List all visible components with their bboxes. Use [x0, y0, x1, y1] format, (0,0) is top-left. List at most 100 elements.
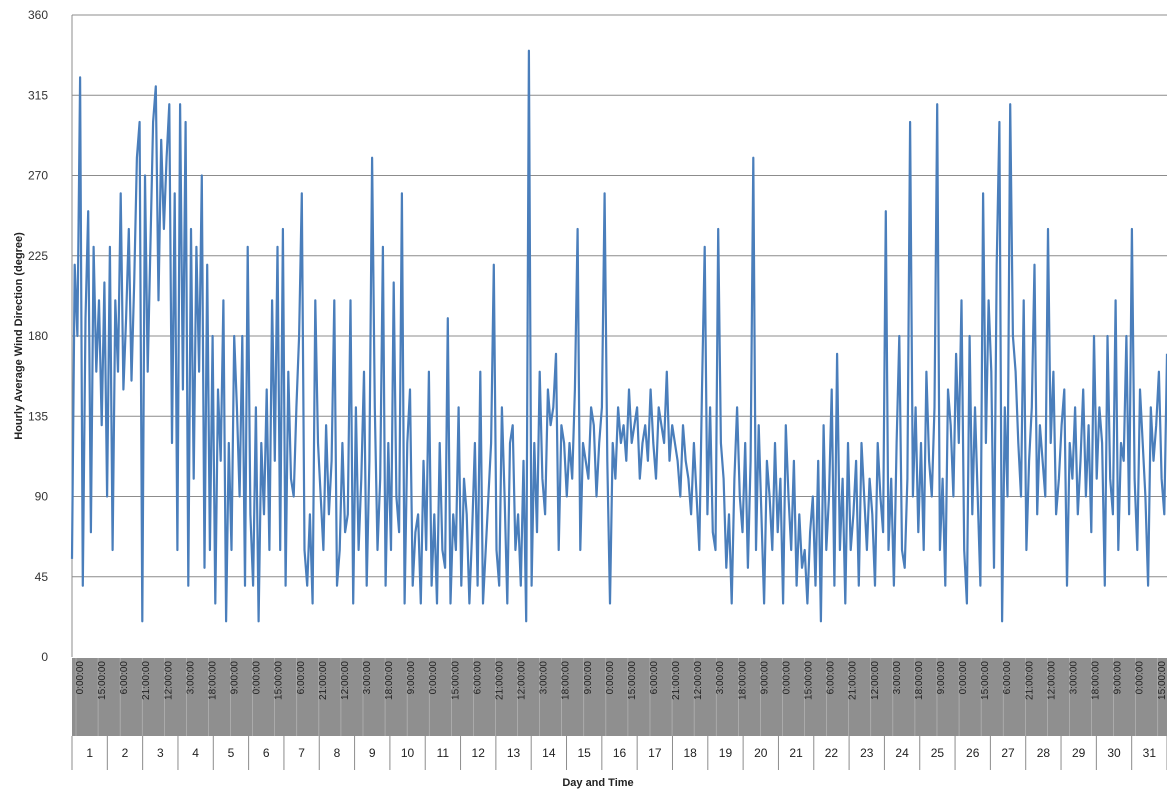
time-tick-label: 6:00:00: [472, 661, 483, 695]
day-label: 11: [437, 746, 450, 760]
time-tick-label: 6:00:00: [296, 661, 307, 695]
time-tick-label: 3:00:00: [1068, 661, 1079, 695]
y-tick-label: 90: [35, 490, 49, 504]
time-tick-label: 18:00:00: [208, 661, 219, 700]
day-label: 14: [542, 746, 556, 760]
time-tick-label: 15:00:00: [804, 661, 815, 700]
time-tick-label: 21:00:00: [318, 661, 329, 700]
time-tick-labels: 0:00:00 15:00:00 6:00:00 21:00:00 12:00:00 3:…: [75, 658, 1167, 736]
time-tick-label: 15:00:00: [627, 661, 638, 700]
series-layer: [70, 49, 1167, 623]
time-tick-label: 18:00:00: [914, 661, 925, 700]
time-tick-label: 21:00:00: [671, 661, 682, 700]
time-tick-label: 9:00:00: [759, 661, 770, 695]
time-tick-label: 6:00:00: [649, 661, 660, 695]
day-label: 27: [1001, 746, 1015, 760]
day-label: 5: [228, 746, 235, 760]
day-label: 22: [825, 746, 839, 760]
day-label: 16: [613, 746, 627, 760]
time-tick-label: 12:00:00: [693, 661, 704, 700]
time-tick-label: 15:00:00: [274, 661, 285, 700]
time-tick-label: 0:00:00: [252, 661, 263, 695]
time-tick-label: 21:00:00: [141, 661, 152, 700]
time-tick-label: 0:00:00: [605, 661, 616, 695]
y-tick-label: 135: [28, 409, 48, 423]
day-label: 9: [369, 746, 376, 760]
day-label: 10: [401, 746, 415, 760]
day-label: 12: [472, 746, 486, 760]
x-axis-band: [72, 658, 1167, 736]
day-label: 17: [648, 746, 662, 760]
time-tick-label: 18:00:00: [1091, 661, 1102, 700]
time-tick-label: 3:00:00: [539, 661, 550, 695]
time-tick-label: 12:00:00: [163, 661, 174, 700]
day-label: 13: [507, 746, 521, 760]
time-tick-label: 0:00:00: [1135, 661, 1146, 695]
time-tick-label: 15:00:00: [450, 661, 461, 700]
y-tick-label: 180: [28, 329, 48, 343]
time-tick-label: 3:00:00: [892, 661, 903, 695]
time-tick-label: 21:00:00: [1024, 661, 1035, 700]
time-tick-label: 9:00:00: [1113, 661, 1124, 695]
time-axis-band: [72, 658, 1167, 736]
day-labels: 1 2 3 4 5 6 7 8 9 10 11 12 13 14 15 16 17 18 19 20 21 22 23 24 2…: [71, 736, 1167, 770]
time-tick-label: 9:00:00: [936, 661, 947, 695]
wind-direction-series-line: [70, 49, 1167, 623]
time-tick-label: 6:00:00: [119, 661, 130, 695]
time-tick-label: 0:00:00: [958, 661, 969, 695]
time-tick-label: 9:00:00: [583, 661, 594, 695]
x-axis-title: Day and Time: [562, 777, 633, 789]
y-axis-ticks: 0 45 90 135 180 225 270 315 360: [28, 8, 48, 664]
day-label: 4: [192, 746, 199, 760]
time-tick-label: 6:00:00: [1002, 661, 1013, 695]
day-label: 29: [1072, 746, 1086, 760]
time-tick-label: 21:00:00: [848, 661, 859, 700]
day-label: 20: [754, 746, 768, 760]
time-tick-label: 3:00:00: [715, 661, 726, 695]
day-label: 19: [719, 746, 733, 760]
y-tick-label: 360: [28, 8, 48, 22]
y-tick-label: 315: [28, 88, 48, 102]
day-label: 18: [683, 746, 697, 760]
day-label: 21: [789, 746, 803, 760]
time-tick-label: 12:00:00: [340, 661, 351, 700]
y-tick-label: 270: [28, 169, 48, 183]
day-label: 30: [1107, 746, 1121, 760]
day-label: 25: [931, 746, 945, 760]
time-tick-label: 18:00:00: [561, 661, 572, 700]
time-tick-label: 15:00:00: [97, 661, 108, 700]
day-label: 6: [263, 746, 270, 760]
time-tick-label: 0:00:00: [428, 661, 439, 695]
time-tick-label: 15:00:00: [1157, 661, 1167, 700]
day-label: 1: [86, 746, 93, 760]
y-axis-title: Hourly Average Wind Direction (degree): [13, 232, 25, 440]
time-tick-label: 21:00:00: [495, 661, 506, 700]
day-label: 23: [860, 746, 874, 760]
day-label: 3: [157, 746, 164, 760]
y-tick-label: 45: [35, 570, 49, 584]
time-tick-label: 12:00:00: [870, 661, 881, 700]
day-label: 26: [966, 746, 980, 760]
time-tick-label: 0:00:00: [75, 661, 86, 695]
day-label: 15: [577, 746, 591, 760]
time-tick-label: 3:00:00: [362, 661, 373, 695]
time-tick-label: 18:00:00: [384, 661, 395, 700]
y-tick-label: 0: [41, 650, 48, 664]
time-tick-label: 0:00:00: [782, 661, 793, 695]
day-label: 31: [1143, 746, 1157, 760]
y-tick-label: 225: [28, 249, 48, 263]
time-tick-label: 12:00:00: [517, 661, 528, 700]
time-tick-label: 12:00:00: [1046, 661, 1057, 700]
day-label: 8: [334, 746, 341, 760]
time-tick-label: 9:00:00: [230, 661, 241, 695]
day-label: 28: [1037, 746, 1051, 760]
time-tick-label: 3:00:00: [185, 661, 196, 695]
day-label: 7: [298, 746, 305, 760]
time-tick-label: 15:00:00: [980, 661, 991, 700]
time-tick-label: 9:00:00: [406, 661, 417, 695]
time-tick-label: 6:00:00: [826, 661, 837, 695]
time-tick-label: 18:00:00: [737, 661, 748, 700]
day-label: 24: [895, 746, 909, 760]
day-label: 2: [122, 746, 129, 760]
